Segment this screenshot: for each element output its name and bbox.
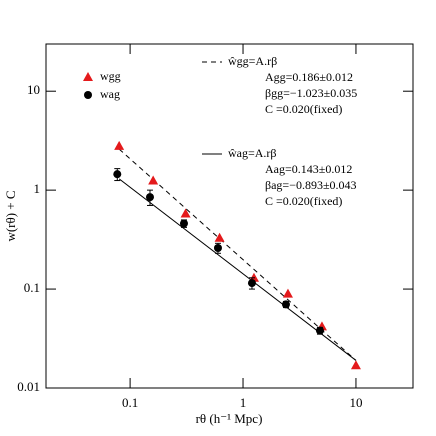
legend-label: wag	[100, 87, 120, 101]
y-tick-label: 10	[27, 82, 40, 97]
fit-annotation: ŵag=A.rβ	[228, 146, 277, 160]
data-point	[282, 288, 293, 298]
x-tick-label: 10	[349, 395, 362, 410]
fit-annotation: Aag=0.143±0.012	[265, 162, 352, 176]
fit-annotation: C =0.020(fixed)	[265, 102, 342, 116]
y-axis-label: w(rθ) + C	[3, 190, 18, 241]
x-tick-label: 1	[240, 395, 247, 410]
fit-annotation: Agg=0.186±0.012	[265, 70, 353, 84]
legend-label: wgg	[100, 69, 121, 83]
fit-annotation: C =0.020(fixed)	[265, 194, 342, 208]
y-tick-label: 0.1	[24, 280, 40, 295]
data-point	[281, 300, 290, 309]
x-tick-label: 0.1	[122, 395, 138, 410]
fit-annotation: βgg=−1.023±0.035	[265, 86, 357, 100]
data-point	[179, 219, 188, 228]
legend-marker	[84, 91, 92, 99]
data-point	[213, 244, 222, 253]
fit-annotation: ŵgg=A.rβ	[228, 54, 277, 68]
fit-line	[118, 148, 357, 361]
x-axis-label: rθ (h⁻¹ Mpc)	[196, 411, 263, 426]
data-point	[214, 232, 225, 242]
data-point	[148, 175, 159, 185]
y-tick-label: 0.01	[17, 379, 40, 394]
data-point	[247, 279, 256, 288]
data-point	[113, 170, 122, 179]
data-point	[350, 360, 361, 370]
legend-marker	[83, 72, 93, 81]
data-point	[114, 140, 125, 150]
fit-annotation: βag=−0.893±0.043	[265, 178, 357, 192]
y-tick-label: 1	[34, 181, 41, 196]
data-point	[180, 208, 191, 218]
data-point	[315, 326, 324, 335]
plot-frame	[45, 43, 414, 389]
data-point	[145, 193, 154, 202]
